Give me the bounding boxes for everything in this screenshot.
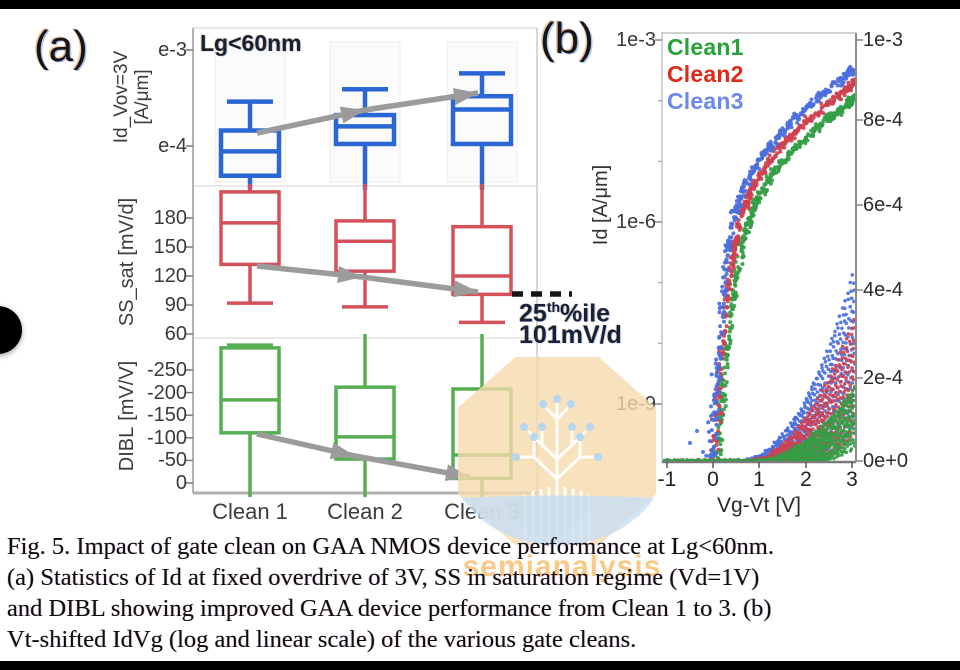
watermark-text: semianalysis [462, 550, 662, 583]
legend-item-clean1: Clean1 [667, 34, 744, 60]
legend-item-clean2: Clean2 [667, 61, 744, 87]
carousel-prev-button[interactable] [0, 306, 22, 354]
axis-label-dibl: DIBL[mV/V] [115, 360, 138, 472]
legend-item-clean3: Clean3 [667, 88, 744, 114]
panel-a-title: Lg<60nm [200, 30, 302, 56]
axis-label-idvov: Id_Vov=3V [A/μm] [109, 32, 155, 162]
axis-label-id: Id [A/μm] [589, 164, 612, 246]
axis-label-idvov-line1: Id_Vov=3V [111, 50, 132, 144]
panel-b-label: (b) [540, 14, 594, 63]
caption-line-2: (a) Statistics of Id at fixed overdrive … [7, 564, 760, 591]
annotation-value: 101mV/d [519, 321, 622, 349]
annotation-percentile: 25th%ile [519, 299, 611, 328]
axis-label-sssat: SS_sat[mV/d] [115, 197, 138, 327]
panel-a-label: (a) [34, 22, 88, 71]
caption-line-3: and DIBL showing improved GAA device per… [7, 595, 772, 622]
bottom-black-bar [0, 661, 960, 670]
watermark-bulb-swoosh [462, 495, 654, 546]
figure-caption: Fig. 5. Impact of gate clean on GAA NMOS… [7, 531, 957, 655]
axis-label-idvov-line2: [A/μm] [132, 69, 153, 125]
caption-line-4: Vt-shifted IdVg (log and linear scale) o… [7, 626, 637, 653]
top-black-bar [0, 0, 960, 9]
caption-line-1: Fig. 5. Impact of gate clean on GAA NMOS… [7, 533, 774, 560]
